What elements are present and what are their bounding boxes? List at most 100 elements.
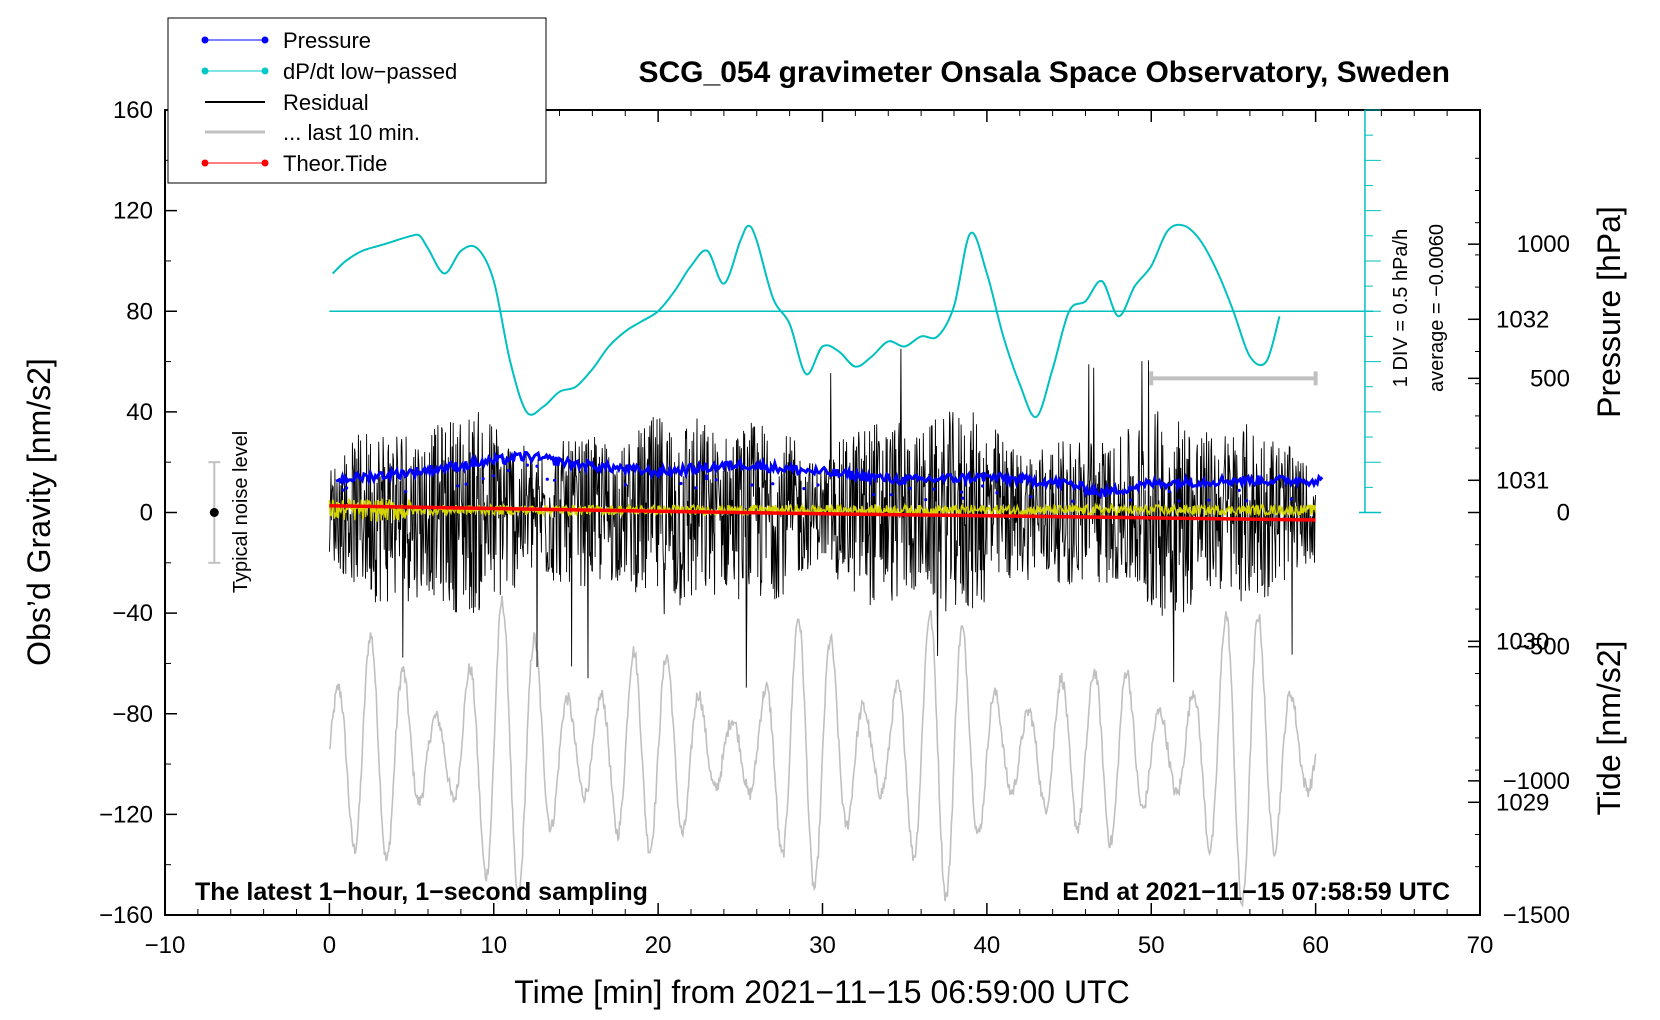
y-pressure-tick-label-3: 1029 xyxy=(1496,789,1549,816)
pressure-point xyxy=(492,474,496,478)
y-pressure-axis-title: Pressure [hPa] xyxy=(1591,206,1627,418)
x-tick-label-8: 70 xyxy=(1467,932,1494,959)
x-axis-title: Time [min] from 2021−11−15 06:59:00 UTC xyxy=(514,974,1129,1010)
pressure-point xyxy=(1029,495,1033,499)
x-tick-label-4: 30 xyxy=(809,932,836,959)
pressure-point xyxy=(506,468,510,473)
pressure-point xyxy=(679,481,683,486)
legend-label-last10: ... last 10 min. xyxy=(283,120,420,145)
y-pressure-tick-label-1: 1031 xyxy=(1496,467,1549,494)
series-dpdt-line xyxy=(331,223,1281,418)
pressure-point xyxy=(750,483,754,487)
pressure-point xyxy=(932,487,936,491)
pressure-point xyxy=(535,464,539,468)
legend-label-dpdt: dP/dt low−passed xyxy=(283,59,457,84)
x-tick-label-3: 20 xyxy=(645,932,672,959)
pressure-point xyxy=(714,478,718,482)
legend-label-residual: Residual xyxy=(283,90,369,115)
extras-group xyxy=(208,371,1318,564)
pressure-point xyxy=(961,496,965,500)
gray-trace-group xyxy=(328,595,1317,908)
pressure-point xyxy=(802,487,806,491)
pressure-group xyxy=(335,450,1324,503)
pressure-point xyxy=(908,486,913,490)
yellow-trace-group xyxy=(328,497,1317,523)
pressure-point xyxy=(464,482,468,486)
residual-group xyxy=(328,348,1317,688)
x-tick-label-1: 0 xyxy=(323,932,336,959)
legend-marker-pressure-end xyxy=(261,36,269,44)
dpdt-average-label: average = −0.0060 xyxy=(1426,224,1448,392)
pressure-point xyxy=(960,490,964,494)
pressure-point xyxy=(545,477,549,481)
pressure-point xyxy=(1237,488,1241,492)
y-left-tick-label-1: 120 xyxy=(113,198,153,225)
legend-label-pressure: Pressure xyxy=(283,28,371,53)
pressure-point xyxy=(872,493,876,497)
pressure-point xyxy=(341,488,345,492)
pressure-point xyxy=(694,486,698,490)
series-tide-line xyxy=(329,504,1316,522)
legend-marker-tide-end xyxy=(261,159,269,167)
annotation-sampling: The latest 1−hour, 1−second sampling xyxy=(195,878,648,906)
tide-group xyxy=(329,504,1316,522)
pressure-point xyxy=(995,491,999,495)
y-left-tick-label-0: 160 xyxy=(113,97,153,124)
y-left-tick-label-8: −160 xyxy=(99,902,153,929)
legend-box xyxy=(167,17,547,184)
pressure-point xyxy=(771,482,775,486)
pressure-point xyxy=(704,474,709,478)
y-tide-tick-label-0: 1000 xyxy=(1517,231,1570,258)
y-left-tick-label-5: −40 xyxy=(112,600,153,627)
pressure-point xyxy=(981,484,985,488)
y-left-axis-title: Obs’d Gravity [nm/s2] xyxy=(21,358,57,666)
pressure-point xyxy=(552,478,557,482)
pressure-point xyxy=(705,477,709,481)
pressure-point xyxy=(456,484,460,488)
y-tide-tick-label-3: −500 xyxy=(1516,634,1570,661)
y-left-tick-label-7: −120 xyxy=(99,801,153,828)
series-yellow-trace xyxy=(328,497,1317,523)
y-pressure-tick-label-2: 1030 xyxy=(1496,628,1549,655)
y-left-tick-label-3: 40 xyxy=(126,399,153,426)
pressure-point xyxy=(481,477,485,481)
noise-level-center xyxy=(209,508,219,517)
pressure-point xyxy=(1177,499,1181,503)
noise-level-label: Typical noise level xyxy=(230,431,252,593)
x-tick-label-7: 60 xyxy=(1302,932,1329,959)
legend-marker-tide xyxy=(201,159,209,167)
y-left-tick-label-2: 80 xyxy=(126,298,153,325)
pressure-point xyxy=(525,463,530,467)
axes-group: −10 0 10 20 30 40 50 60 70 160 120 80 40 0 −40 −80 −120 −… xyxy=(99,97,1570,959)
dpdt-group xyxy=(329,109,1381,514)
legend-marker-pressure xyxy=(201,36,209,44)
pressure-point xyxy=(623,483,628,487)
pressure-point xyxy=(404,490,408,494)
y-left-tick-label-4: 0 xyxy=(140,500,153,527)
chart-title: SCG_054 gravimeter Onsala Space Observat… xyxy=(639,56,1451,89)
pressure-point xyxy=(1167,489,1171,493)
y-tide-tick-label-4: −1000 xyxy=(1503,768,1570,795)
pressure-point xyxy=(345,486,349,490)
legend-label-tide: Theor.Tide xyxy=(283,151,387,176)
series-last-10-min-line xyxy=(328,595,1317,908)
y-tide-axis-title: Tide [nm/s2] xyxy=(1591,641,1627,816)
dpdt-scale-label: 1 DIV = 0.5 hPa/h xyxy=(1390,229,1412,387)
x-tick-label-5: 40 xyxy=(974,932,1001,959)
pressure-point xyxy=(1245,499,1249,503)
pressure-point xyxy=(1289,497,1294,501)
legend: Pressure dP/dt low−passed Residual ... l… xyxy=(167,17,547,184)
pressure-point xyxy=(1071,499,1075,503)
y-pressure-tick-label-0: 1032 xyxy=(1496,306,1549,333)
annotation-end-time: End at 2021−11−15 07:58:59 UTC xyxy=(1062,878,1450,906)
series-pressure-line xyxy=(335,450,1324,500)
y-tide-tick-label-5: −1500 xyxy=(1503,902,1570,929)
y-tide-tick-label-1: 500 xyxy=(1530,365,1570,392)
legend-marker-dpdt-end xyxy=(261,67,269,75)
series-residual-line xyxy=(328,348,1317,688)
x-tick-label-6: 50 xyxy=(1138,932,1165,959)
pressure-point xyxy=(816,483,820,487)
pressure-point xyxy=(889,493,894,497)
pressure-point xyxy=(924,498,928,502)
